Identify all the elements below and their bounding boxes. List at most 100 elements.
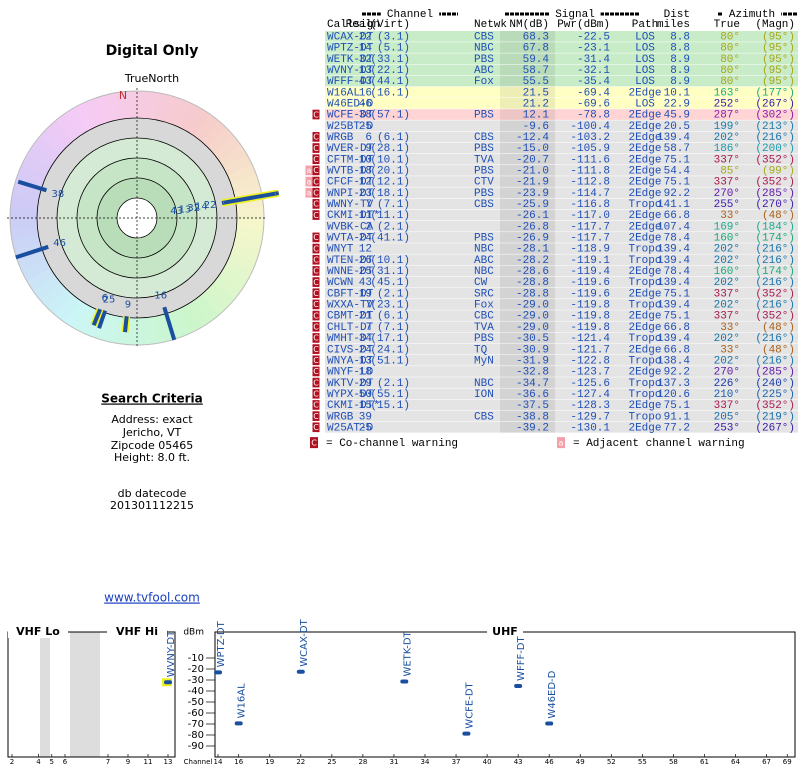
table-cell: 32 [359, 54, 372, 66]
table-cell: 33° [720, 210, 740, 222]
signal-bar [91, 308, 103, 326]
azimuth-band [63, 299, 87, 328]
azimuth-band [170, 308, 191, 338]
table-cell: 92.2 [664, 188, 690, 200]
table-cell: -26.8 [516, 221, 549, 233]
table-cell: 138.4 [657, 355, 690, 367]
nm-column-shade [500, 176, 555, 187]
table-cell: (95°) [762, 31, 795, 43]
table-cell: (28.1) [370, 143, 410, 155]
azimuth-band [135, 317, 149, 346]
table-cell: (15.1) [370, 400, 410, 412]
group-header: Azimuth [729, 9, 775, 21]
table-cell: -9.6 [523, 121, 549, 133]
channel-label: 6 [101, 293, 107, 304]
table-cell: LOS [635, 76, 655, 88]
x-tick-label: 19 [265, 758, 274, 766]
x-tick-label: 4 [36, 758, 41, 766]
row-background [325, 75, 798, 87]
table-cell: (20.1) [370, 166, 410, 178]
table-cell: 202° [714, 132, 740, 144]
warning-flag-text: C [313, 188, 319, 197]
row-background [325, 109, 798, 120]
table-cell: LOS [635, 31, 655, 43]
table-cell: 50 [359, 389, 372, 401]
table-cell: -28.6 [516, 266, 549, 278]
table-cell: (7.1) [377, 322, 410, 334]
channel-label: 16 [154, 291, 167, 302]
table-cell: (31.1) [370, 266, 410, 278]
column-header: Real [346, 19, 372, 31]
channel-label: 9 [125, 299, 131, 310]
warning-flag [312, 165, 320, 176]
table-cell: -105.9 [570, 143, 610, 155]
x-tick-label: 31 [389, 758, 398, 766]
azimuth-band [103, 314, 120, 344]
table-cell: PBS [474, 110, 494, 122]
azimuth-band [236, 218, 264, 231]
table-cell: -26.9 [516, 233, 549, 245]
table-cell: WKTV-DT [327, 378, 374, 390]
table-cell: WVER-DT [327, 143, 374, 155]
warning-flag-text: C [313, 200, 319, 209]
table-cell: -69.4 [577, 87, 610, 99]
x-tick-label: 46 [545, 758, 554, 766]
azimuth-band [33, 135, 61, 161]
site-link[interactable]: www.tvfool.com [104, 591, 200, 605]
table-cell: 287° [714, 110, 740, 122]
table-cell: (18.1) [370, 188, 410, 200]
x-tick-label: 37 [452, 758, 461, 766]
table-cell: (216°) [755, 277, 795, 289]
table-cell: -111.6 [570, 154, 610, 166]
azimuth-band [235, 226, 264, 242]
table-cell: 21 [359, 311, 373, 323]
table-cell: 80° [720, 76, 740, 88]
table-cell: (267°) [755, 99, 795, 111]
warning-flag [312, 355, 320, 366]
table-cell: 202° [714, 300, 740, 312]
azimuth-band [32, 274, 61, 300]
nm-column-shade [500, 165, 555, 176]
table-cell: 23 [359, 188, 372, 200]
station-label: WFFF-DT [516, 635, 527, 680]
table-cell: TVA [474, 322, 494, 334]
table-cell: 18 [359, 166, 372, 178]
row-background [325, 332, 798, 344]
warning-flag-text: C [313, 177, 319, 186]
table-cell: 255° [714, 199, 740, 211]
table-cell: -118.9 [570, 244, 610, 256]
row-background [325, 31, 798, 42]
row-background [325, 42, 798, 53]
table-cell: 38 [359, 110, 372, 122]
table-cell: WNPI-DT [327, 188, 374, 200]
table-cell: WNNE-DT [327, 266, 374, 278]
warning-flag-text: C [313, 233, 319, 242]
channel-label: 25 [103, 294, 116, 305]
table-cell: 45.9 [664, 110, 690, 122]
warning-flag-text: C [313, 401, 319, 410]
warning-flag-text: C [313, 133, 319, 142]
nm-column-shade [500, 366, 555, 377]
warning-flag [312, 254, 320, 265]
vhf-gap [70, 632, 100, 757]
table-cell: -32.1 [577, 65, 610, 77]
table-cell: 80° [720, 31, 740, 43]
table-cell: 139.4 [657, 333, 690, 345]
table-cell: PBS [474, 188, 494, 200]
table-cell: 2Edge [628, 367, 661, 379]
polar-title: Digital Only [106, 43, 199, 59]
table-cell: (216°) [755, 132, 795, 144]
table-cell: 2Edge [628, 110, 661, 122]
table-cell: -15.0 [516, 143, 549, 155]
table-cell: Tropo [628, 389, 661, 401]
table-cell: 202° [714, 244, 740, 256]
table-cell: 169° [714, 221, 740, 233]
row-background [325, 232, 798, 243]
band-label-bg [8, 626, 68, 638]
table-cell: -130.1 [570, 422, 610, 434]
table-cell: 14 [359, 43, 373, 55]
table-cell: 58.7 [664, 143, 690, 155]
table-cell: 19 [359, 288, 372, 300]
table-cell: (6.1) [377, 132, 410, 144]
